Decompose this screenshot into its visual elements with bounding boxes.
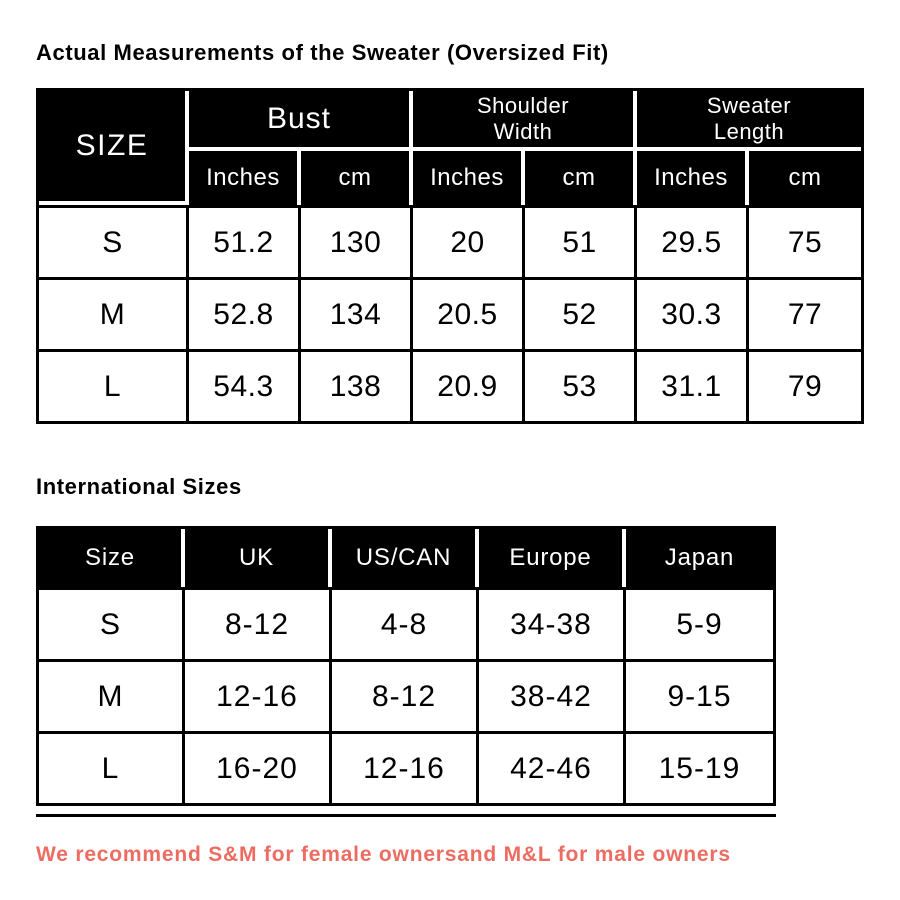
table-cell: 30.3	[637, 277, 749, 349]
table-row-size-s: S 8-12 4-8 34-38 5-9	[39, 587, 773, 659]
measurements-group-header-row: SIZE Bust Shoulder Width Sweater Length	[39, 91, 861, 205]
size-cell: S	[39, 587, 185, 659]
table-cell: 15-19	[626, 731, 773, 803]
shoulder-width-label: Shoulder Width	[476, 93, 570, 144]
table-cell: 38-42	[479, 659, 626, 731]
table-cell: 51.2	[189, 205, 301, 277]
table-cell: 20	[413, 205, 525, 277]
table-cell: 77	[749, 277, 861, 349]
measurements-title: Actual Measurements of the Sweater (Over…	[36, 40, 609, 65]
size-cell: L	[39, 349, 189, 421]
table-cell: 4-8	[332, 587, 479, 659]
table-cell: 138	[301, 349, 413, 421]
table-cell: 29.5	[637, 205, 749, 277]
table-cell: 51	[525, 205, 637, 277]
table-cell: 134	[301, 277, 413, 349]
table-row-size-m: M 12-16 8-12 38-42 9-15	[39, 659, 773, 731]
measurements-header-sweater-length: Sweater Length	[637, 91, 861, 151]
unit-header-bust-inches: Inches	[189, 151, 301, 205]
measurements-table: SIZE Bust Shoulder Width Sweater Length …	[36, 88, 864, 424]
table-cell: 34-38	[479, 587, 626, 659]
table-cell: 20.5	[413, 277, 525, 349]
measurements-unit-header-row: Inches cm Inches cm Inches cm	[39, 151, 861, 205]
intl-header-europe: Europe	[479, 529, 626, 587]
size-cell: L	[39, 731, 185, 803]
table-cell: 5-9	[626, 587, 773, 659]
table-cell: 12-16	[332, 731, 479, 803]
table-cell: 12-16	[185, 659, 332, 731]
table-cell: 16-20	[185, 731, 332, 803]
international-header-row: Size UK US/CAN Europe Japan	[39, 529, 773, 587]
measurements-header-size: SIZE	[39, 91, 189, 205]
table-row-size-l: L 54.3 138 20.9 53 31.1 79	[39, 349, 861, 421]
table-cell: 52.8	[189, 277, 301, 349]
table-cell: 31.1	[637, 349, 749, 421]
size-cell: S	[39, 205, 189, 277]
unit-header-length-inches: Inches	[637, 151, 749, 205]
table-cell: 53	[525, 349, 637, 421]
sweater-length-label: Sweater Length	[706, 93, 792, 144]
table-cell: 75	[749, 205, 861, 277]
table-cell: 42-46	[479, 731, 626, 803]
table-cell: 8-12	[185, 587, 332, 659]
table-cell: 54.3	[189, 349, 301, 421]
table-cell: 8-12	[332, 659, 479, 731]
table-row-size-l: L 16-20 12-16 42-46 15-19	[39, 731, 773, 803]
size-chart-page: Actual Measurements of the Sweater (Over…	[36, 40, 864, 866]
intl-header-size: Size	[39, 529, 185, 587]
table-cell: 9-15	[626, 659, 773, 731]
unit-header-shoulder-inches: Inches	[413, 151, 525, 205]
size-cell: M	[39, 659, 185, 731]
size-cell: M	[39, 277, 189, 349]
international-table: Size UK US/CAN Europe Japan S 8-12 4-8 3…	[36, 526, 776, 806]
table-row-size-m: M 52.8 134 20.5 52 30.3 77	[39, 277, 861, 349]
recommendation-note: We recommend S&M for female ownersand M&…	[36, 843, 731, 866]
table-cell: 79	[749, 349, 861, 421]
intl-header-us-can: US/CAN	[332, 529, 479, 587]
table-cell: 52	[525, 277, 637, 349]
intl-header-japan: Japan	[626, 529, 773, 587]
table-cell: 20.9	[413, 349, 525, 421]
unit-header-length-cm: cm	[749, 151, 861, 205]
table-row-size-s: S 51.2 130 20 51 29.5 75	[39, 205, 861, 277]
international-title: International Sizes	[36, 474, 242, 499]
intl-header-uk: UK	[185, 529, 332, 587]
unit-header-bust-cm: cm	[301, 151, 413, 205]
table-cell: 130	[301, 205, 413, 277]
bottom-divider	[36, 814, 776, 817]
measurements-header-shoulder-width: Shoulder Width	[413, 91, 637, 151]
unit-header-shoulder-cm: cm	[525, 151, 637, 205]
measurements-header-bust: Bust	[189, 91, 413, 151]
